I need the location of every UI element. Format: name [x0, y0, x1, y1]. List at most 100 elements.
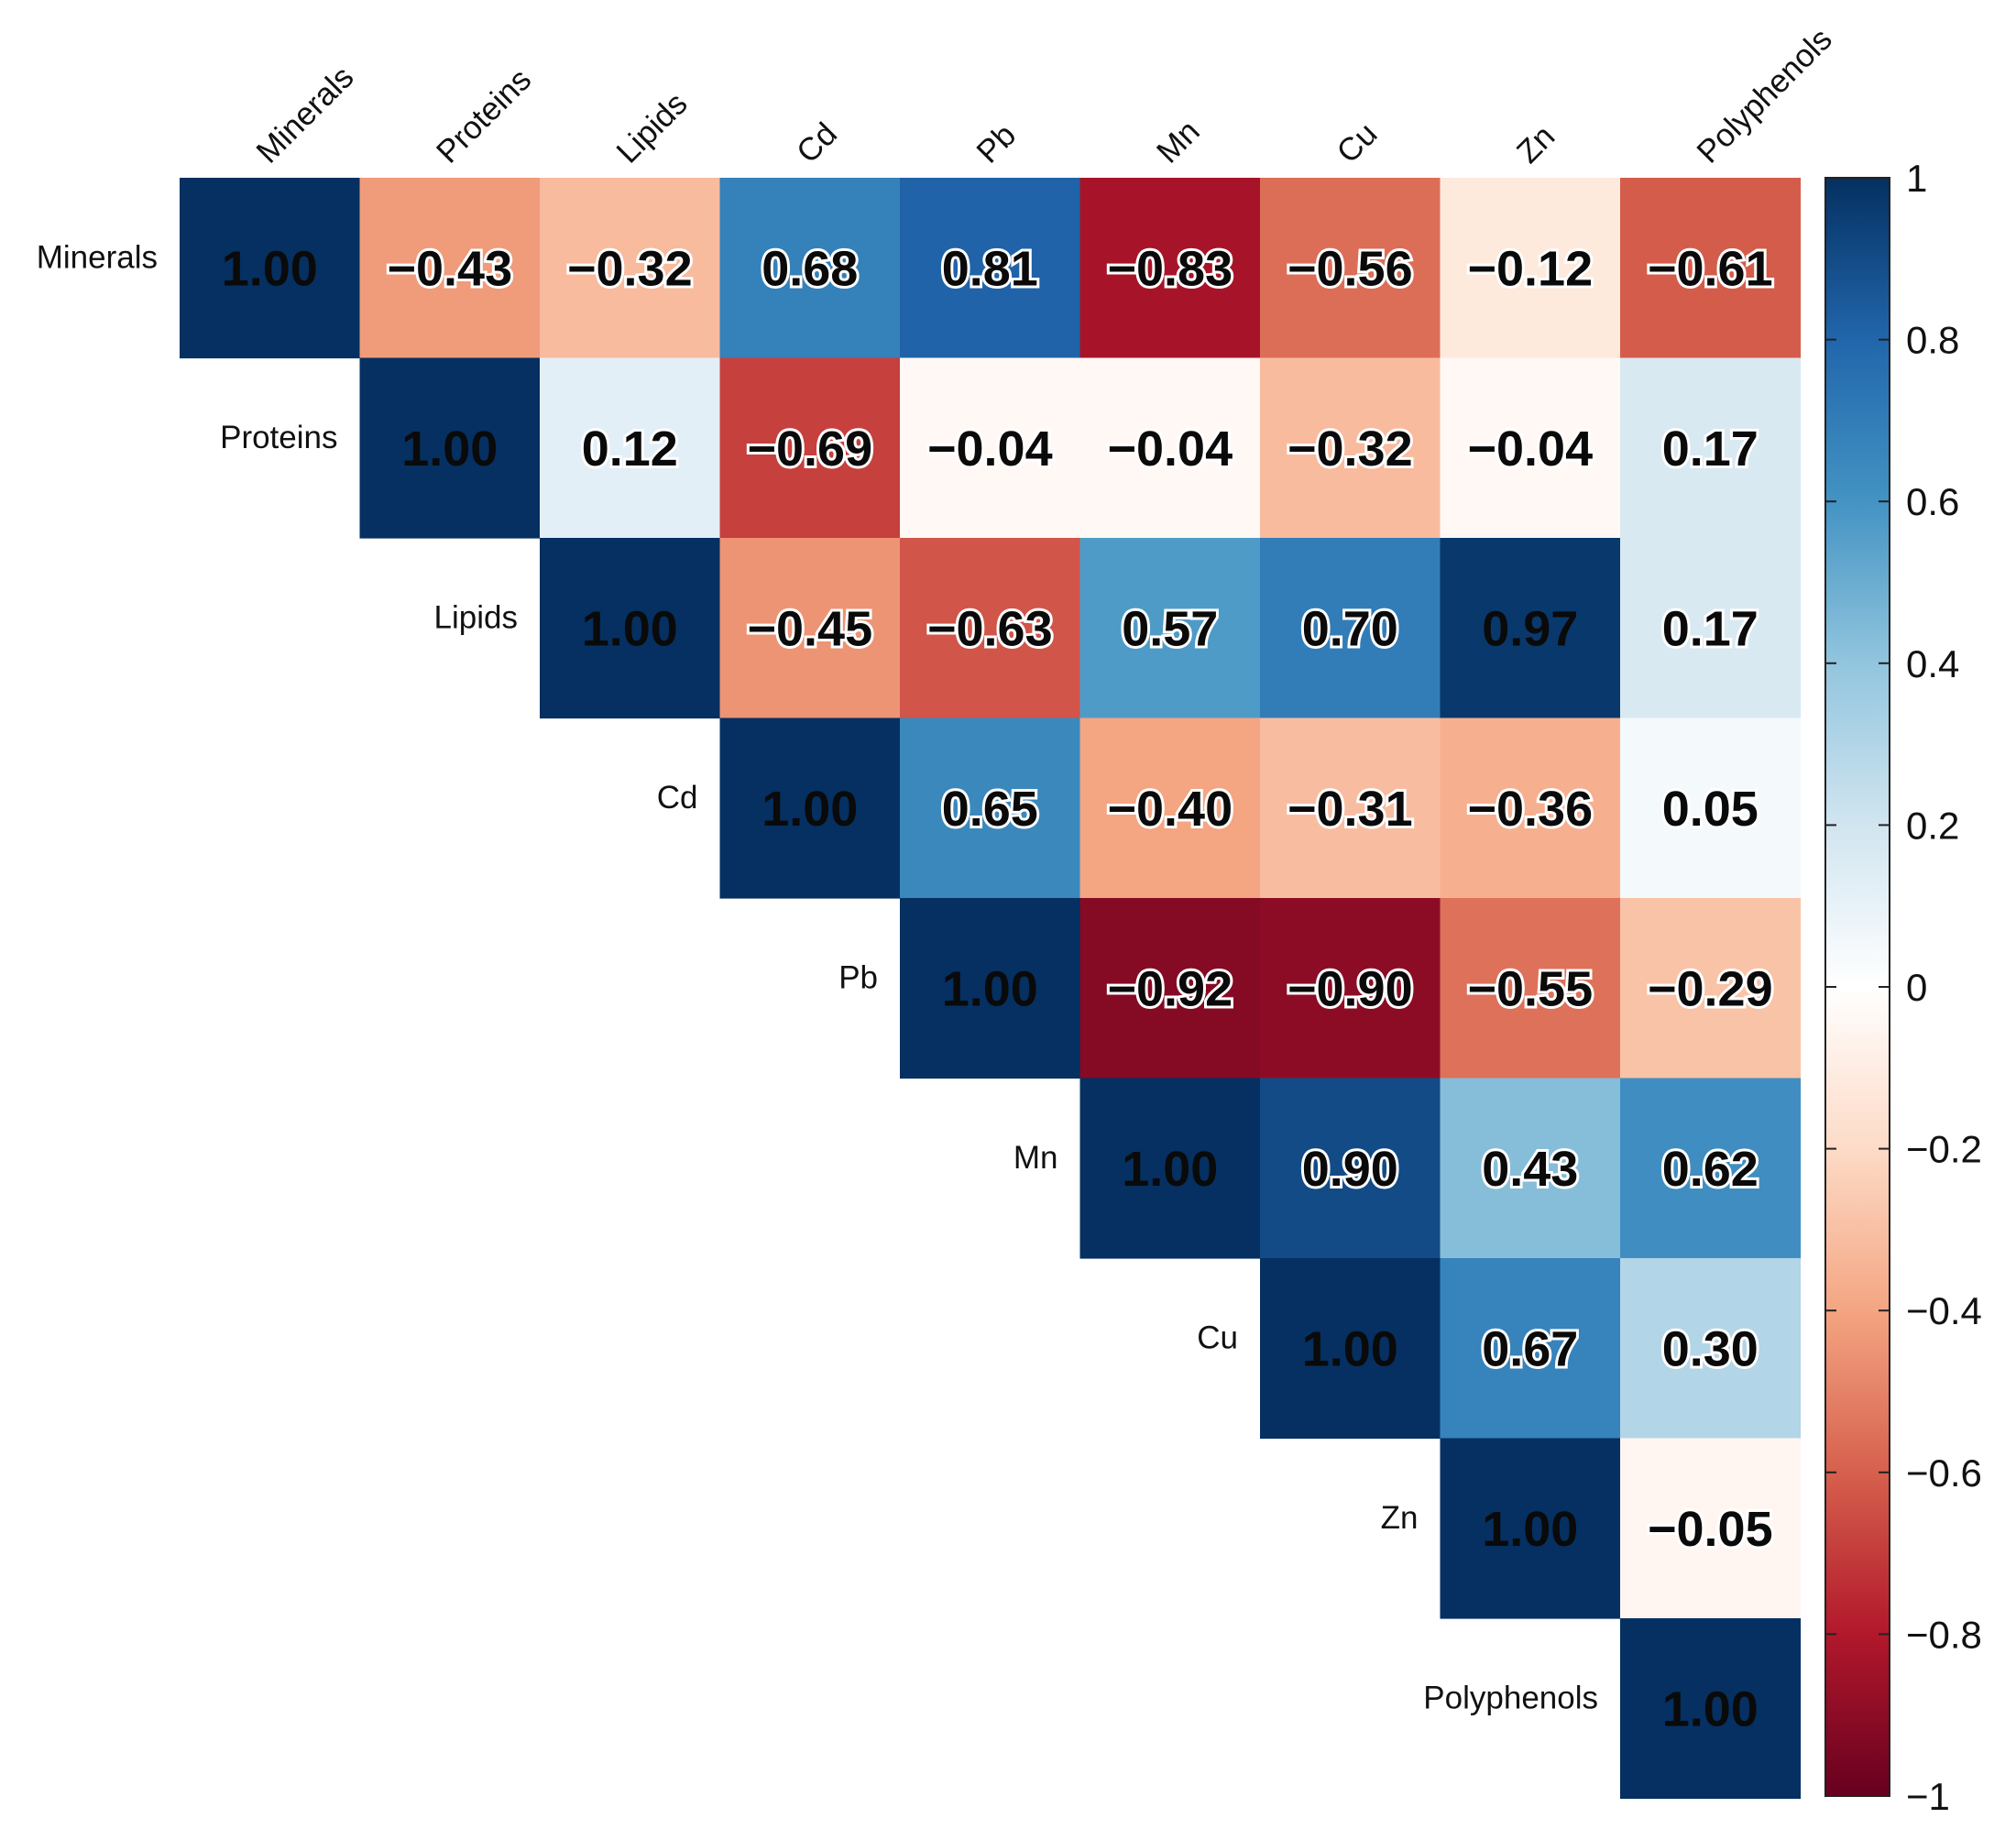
- row-label-proteins: Proteins: [220, 420, 337, 455]
- value-label-lipids-pb: −0.63: [927, 601, 1053, 656]
- value-label-pb-zn: −0.55: [1467, 961, 1593, 1016]
- value-label-minerals-mn: −0.83: [1107, 241, 1233, 296]
- value-label-minerals-polyphenols: −0.61: [1648, 241, 1773, 296]
- row-labels: Minerals Proteins Lipids Cd Pb Mn Cu Zn Polyphen…: [37, 239, 1598, 1715]
- value-label-pb-mn: −0.92: [1107, 961, 1233, 1016]
- cell-cu-cu: [1260, 1258, 1441, 1440]
- value-label-minerals-pb: 0.81: [942, 241, 1038, 296]
- value-label-cu-zn: 0.67: [1482, 1321, 1578, 1376]
- value-label-cu-cu: 1.00: [1302, 1321, 1398, 1376]
- cell-lipids-pb: [900, 538, 1081, 719]
- cell-proteins-proteins: [359, 357, 541, 539]
- column-label-cu: Cu: [1330, 115, 1384, 170]
- value-label-mn-zn: 0.43: [1482, 1142, 1578, 1197]
- cell-cd-cu: [1260, 717, 1441, 899]
- value-label-minerals-minerals: 1.00: [222, 241, 318, 296]
- cell-mn-mn: [1079, 1078, 1261, 1259]
- cell-minerals-minerals: [180, 178, 361, 359]
- value-label-proteins-mn: −0.04: [1107, 422, 1233, 476]
- value-label-cd-mn: −0.40: [1107, 782, 1233, 837]
- colorbar-tick-label: −0.6: [1906, 1451, 1982, 1495]
- cell-lipids-cd: [719, 538, 901, 719]
- value-label-cd-polyphenols: 0.05: [1662, 782, 1759, 837]
- cell-mn-zn: [1440, 1078, 1621, 1259]
- colorbar-tick-label: 0.2: [1906, 804, 1959, 847]
- cell-cd-polyphenols: [1620, 717, 1802, 899]
- column-label-proteins: Proteins: [430, 61, 538, 170]
- cell-cu-polyphenols: [1620, 1258, 1802, 1440]
- cell-minerals-pb: [900, 178, 1081, 359]
- value-label-cd-pb: 0.65: [942, 782, 1038, 837]
- value-label-minerals-proteins: −0.43: [387, 241, 512, 296]
- cell-minerals-cu: [1260, 178, 1441, 359]
- cell-proteins-cd: [719, 357, 901, 539]
- colorbar: 1 0.8 0.6 0.4 0.2 0 −0.2 −0.4 −0.6 −0.8 −1: [1824, 157, 1982, 1818]
- cell-cd-pb: [900, 717, 1081, 899]
- cell-pb-zn: [1440, 898, 1621, 1079]
- row-label-cd: Cd: [657, 780, 698, 816]
- value-label-pb-pb: 1.00: [942, 961, 1038, 1016]
- cell-zn-zn: [1440, 1438, 1621, 1619]
- column-label-cd: Cd: [790, 115, 844, 170]
- row-label-cu: Cu: [1197, 1320, 1238, 1355]
- column-label-pb: Pb: [970, 117, 1023, 170]
- value-label-proteins-cd: −0.69: [747, 422, 872, 476]
- colorbar-tick-label: −0.8: [1906, 1613, 1982, 1656]
- colorbar-tick-label: −0.2: [1906, 1128, 1982, 1171]
- cell-minerals-proteins: [359, 178, 541, 359]
- cell-minerals-cd: [719, 178, 901, 359]
- value-label-lipids-polyphenols: 0.17: [1662, 601, 1759, 656]
- cell-minerals-polyphenols: [1620, 178, 1802, 359]
- colorbar-ticks: 1 0.8 0.6 0.4 0.2 0 −0.2 −0.4 −0.6 −0.8 −1: [1825, 157, 1982, 1818]
- cell-polyphenols-polyphenols: [1620, 1618, 1802, 1800]
- heatmap-cells: [180, 178, 1802, 1800]
- value-label-proteins-zn: −0.04: [1467, 422, 1593, 476]
- value-label-minerals-lipids: −0.32: [567, 241, 693, 296]
- column-label-lipids: Lipids: [609, 85, 694, 170]
- row-label-polyphenols: Polyphenols: [1423, 1680, 1598, 1715]
- cell-minerals-lipids: [540, 178, 721, 359]
- cell-proteins-cu: [1260, 357, 1441, 539]
- value-label-mn-mn: 1.00: [1122, 1142, 1218, 1197]
- cell-zn-polyphenols: [1620, 1438, 1802, 1619]
- cell-proteins-pb: [900, 357, 1081, 539]
- value-label-proteins-cu: −0.32: [1287, 422, 1413, 476]
- cell-cd-cd: [719, 717, 901, 899]
- value-label-proteins-polyphenols: 0.17: [1662, 422, 1759, 476]
- cell-pb-pb: [900, 898, 1081, 1079]
- value-label-cu-polyphenols: 0.30: [1662, 1321, 1759, 1376]
- cell-mn-cu: [1260, 1078, 1441, 1259]
- value-label-minerals-cu: −0.56: [1287, 241, 1413, 296]
- cell-cd-mn: [1079, 717, 1261, 899]
- cell-mn-polyphenols: [1620, 1078, 1802, 1259]
- cell-pb-mn: [1079, 898, 1261, 1079]
- row-label-minerals: Minerals: [37, 239, 158, 275]
- row-label-mn: Mn: [1013, 1140, 1058, 1176]
- column-label-zn: Zn: [1510, 118, 1561, 170]
- cell-lipids-cu: [1260, 538, 1441, 719]
- value-label-cd-zn: −0.36: [1467, 782, 1593, 837]
- value-label-pb-polyphenols: −0.29: [1648, 961, 1773, 1016]
- column-label-polyphenols: Polyphenols: [1690, 21, 1838, 170]
- cell-lipids-lipids: [540, 538, 721, 719]
- colorbar-tick-label: 0.4: [1906, 642, 1959, 685]
- cell-proteins-zn: [1440, 357, 1621, 539]
- colorbar-tick-label: −0.4: [1906, 1289, 1982, 1332]
- colorbar-tick-label: 1: [1906, 157, 1927, 200]
- cell-proteins-mn: [1079, 357, 1261, 539]
- colorbar-tick-label: −1: [1906, 1775, 1950, 1818]
- value-label-proteins-proteins: 1.00: [401, 422, 498, 476]
- cell-proteins-polyphenols: [1620, 357, 1802, 539]
- cell-pb-cu: [1260, 898, 1441, 1079]
- value-label-proteins-lipids: 0.12: [582, 422, 678, 476]
- row-label-zn: Zn: [1381, 1500, 1419, 1536]
- row-label-lipids: Lipids: [434, 599, 518, 635]
- value-label-polyphenols-polyphenols: 1.00: [1662, 1681, 1759, 1736]
- value-label-minerals-cd: 0.68: [761, 241, 858, 296]
- value-label-mn-cu: 0.90: [1302, 1142, 1398, 1197]
- column-label-minerals: Minerals: [249, 60, 360, 170]
- value-label-mn-polyphenols: 0.62: [1662, 1142, 1759, 1197]
- column-label-mn: Mn: [1150, 114, 1207, 170]
- cell-lipids-mn: [1079, 538, 1261, 719]
